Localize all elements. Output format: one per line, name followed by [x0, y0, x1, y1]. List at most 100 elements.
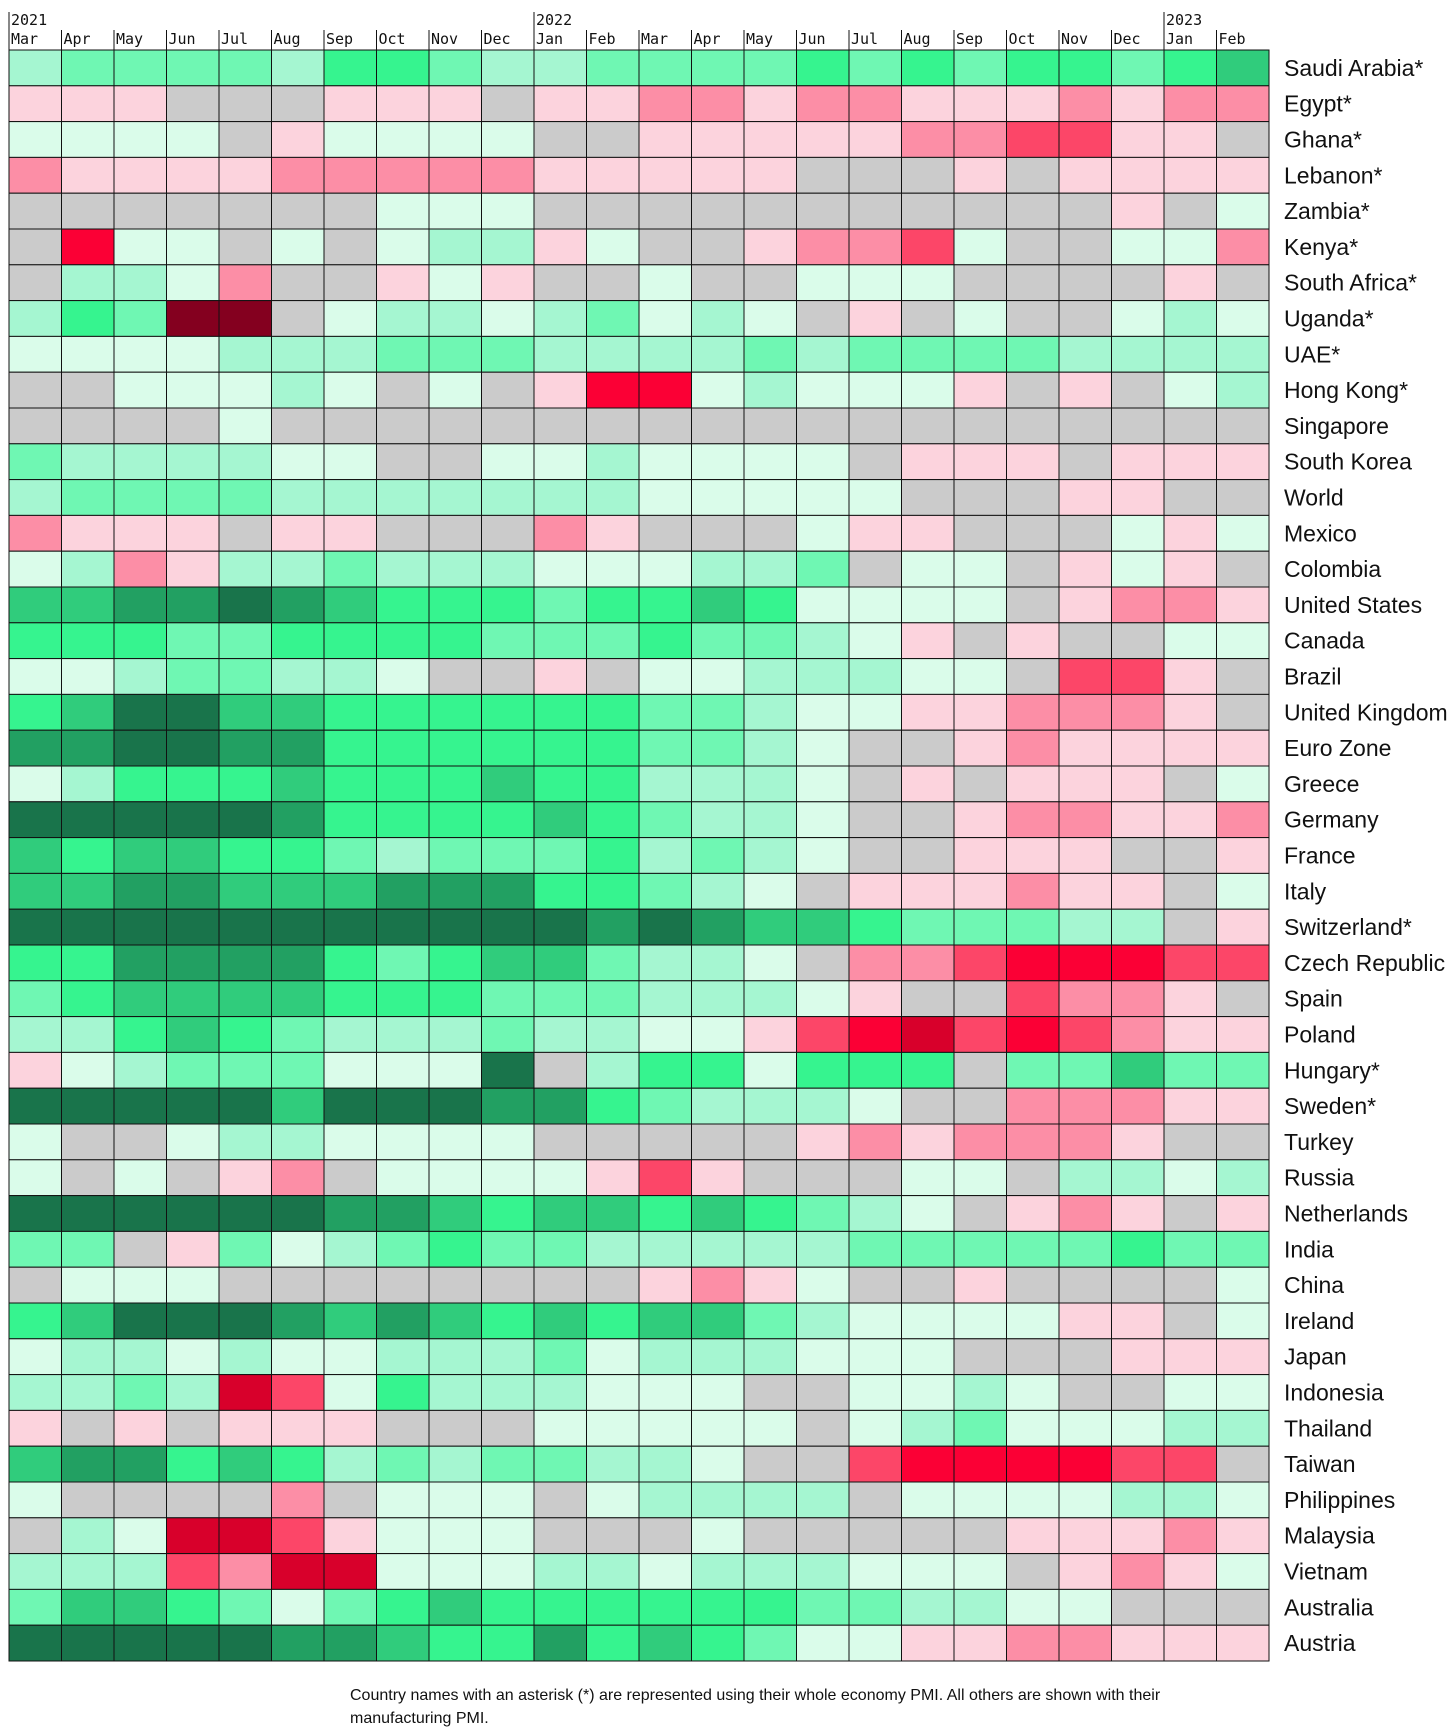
heatmap-cell: [743, 228, 797, 266]
heatmap-cell: [953, 801, 1007, 839]
heatmap-cell: [796, 980, 850, 1018]
heatmap-cell: [901, 765, 955, 803]
heatmap-cell: [743, 156, 797, 194]
heatmap-cell: [113, 371, 167, 409]
heatmap-cell: [691, 908, 745, 946]
heatmap-cell: [796, 300, 850, 337]
heatmap-cell: [796, 586, 850, 624]
heatmap-cell: [1111, 1624, 1165, 1662]
heatmap-cell: [533, 49, 587, 87]
heatmap-cell: [218, 693, 272, 731]
heatmap-cell: [1058, 908, 1112, 946]
heatmap-cell: [113, 1588, 167, 1626]
heatmap-cell: [1006, 1195, 1060, 1232]
heatmap-cell: [901, 1481, 955, 1519]
heatmap-cell: [376, 1374, 430, 1411]
heatmap-cell: [8, 1087, 62, 1125]
heatmap-cell: [166, 1051, 220, 1089]
heatmap-cell: [638, 335, 692, 373]
country-label: Indonesia: [1284, 1380, 1384, 1406]
country-label: Vietnam: [1284, 1559, 1368, 1585]
heatmap-cell: [61, 980, 115, 1018]
heatmap-cell: [376, 729, 430, 767]
heatmap-cell: [8, 1517, 62, 1555]
heatmap-cell: [901, 1553, 955, 1590]
pmi-heatmap: Mar Apr May Jun Jul Aug Sep Oct Nov Dec Jan Feb Mar A…: [8, 11, 1448, 1662]
heatmap-cell: [1216, 765, 1270, 803]
heatmap-cell: [1006, 1517, 1060, 1555]
heatmap-cell: [901, 1409, 955, 1447]
heatmap-cell: [1058, 228, 1112, 266]
heatmap-cell: [1006, 1230, 1060, 1268]
heatmap-cell: [8, 944, 62, 982]
heatmap-cell: [691, 85, 745, 123]
heatmap-cell: [8, 407, 62, 445]
heatmap-cell: [61, 1409, 115, 1447]
heatmap-cell: [691, 1159, 745, 1197]
heatmap-cell: [796, 765, 850, 803]
heatmap-cell: [323, 693, 377, 731]
heatmap-cell: [691, 1266, 745, 1304]
heatmap-cell: [691, 1087, 745, 1125]
heatmap-cell: [743, 300, 797, 337]
heatmap-cell: [8, 1230, 62, 1268]
heatmap-cell: [1006, 765, 1060, 803]
heatmap-cell: [638, 980, 692, 1018]
heatmap-cell: [533, 1051, 587, 1089]
heatmap-cell: [848, 908, 902, 946]
heatmap-cell: [1163, 443, 1217, 481]
heatmap-cell: [1006, 300, 1060, 337]
heatmap-cell: [481, 156, 535, 194]
heatmap-cell: [1163, 658, 1217, 695]
heatmap-cell: [586, 1051, 640, 1089]
heatmap-cell: [953, 837, 1007, 874]
month-label: Jul: [221, 30, 248, 48]
heatmap-cell: [428, 156, 482, 194]
heatmap-cell: [8, 837, 62, 874]
heatmap-cell: [638, 1016, 692, 1053]
heatmap-cell: [271, 1230, 325, 1268]
heatmap-cell: [901, 1016, 955, 1053]
heatmap-cell: [323, 407, 377, 445]
heatmap-cell: [1058, 156, 1112, 194]
heatmap-cell: [796, 371, 850, 409]
heatmap-cell: [953, 264, 1007, 302]
heatmap-cell: [428, 1087, 482, 1125]
heatmap-cell: [218, 729, 272, 767]
country-label: Zambia*: [1284, 198, 1370, 224]
heatmap-cell: [271, 908, 325, 946]
heatmap-cell: [376, 944, 430, 982]
heatmap-cell: [376, 1588, 430, 1626]
heatmap-cell: [166, 908, 220, 946]
heatmap-cell: [533, 1481, 587, 1519]
heatmap-cell: [113, 443, 167, 481]
country-label: Philippines: [1284, 1487, 1395, 1513]
country-label: Spain: [1284, 986, 1343, 1012]
heatmap-cell: [638, 1445, 692, 1483]
heatmap-cell: [113, 228, 167, 266]
country-label: Germany: [1284, 807, 1379, 833]
heatmap-cell: [743, 479, 797, 516]
heatmap-cell: [166, 407, 220, 445]
heatmap-cell: [428, 765, 482, 803]
heatmap-cell: [533, 1302, 587, 1340]
month-label: Jan: [1166, 30, 1193, 48]
heatmap-cell: [953, 908, 1007, 946]
heatmap-cell: [218, 1266, 272, 1304]
heatmap-cell: [533, 1230, 587, 1268]
heatmap-cell: [586, 1374, 640, 1411]
heatmap-cell: [376, 300, 430, 337]
heatmap-cell: [428, 729, 482, 767]
heatmap-cell: [638, 1159, 692, 1197]
heatmap-cell: [638, 837, 692, 874]
heatmap-cell: [323, 1588, 377, 1626]
heatmap-cell: [953, 156, 1007, 194]
heatmap-cell: [376, 550, 430, 588]
heatmap-cell: [638, 85, 692, 123]
month-label: Nov: [431, 30, 458, 48]
heatmap-cell: [61, 407, 115, 445]
heatmap-cell: [533, 729, 587, 767]
heatmap-cell: [1216, 1302, 1270, 1340]
heatmap-cell: [1216, 1051, 1270, 1089]
heatmap-cell: [323, 1445, 377, 1483]
